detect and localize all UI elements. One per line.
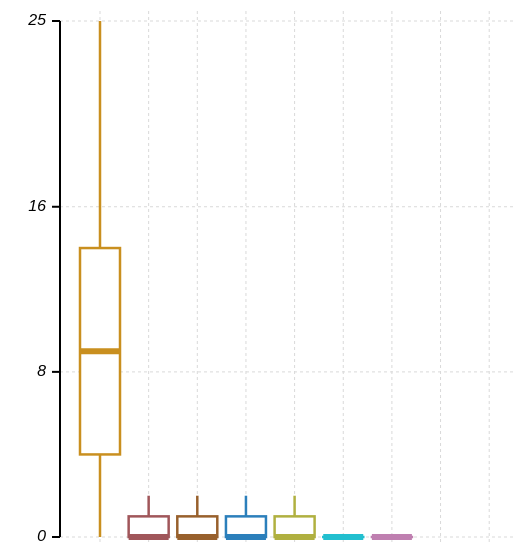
- box: [224, 515, 268, 539]
- y-tick-label: 25: [27, 12, 46, 29]
- box: [273, 515, 316, 539]
- box: [176, 515, 219, 539]
- box: [127, 515, 170, 539]
- y-tick-label: 0: [37, 528, 46, 545]
- y-tick-label: 8: [37, 363, 46, 380]
- y-tick-label: 16: [28, 198, 46, 215]
